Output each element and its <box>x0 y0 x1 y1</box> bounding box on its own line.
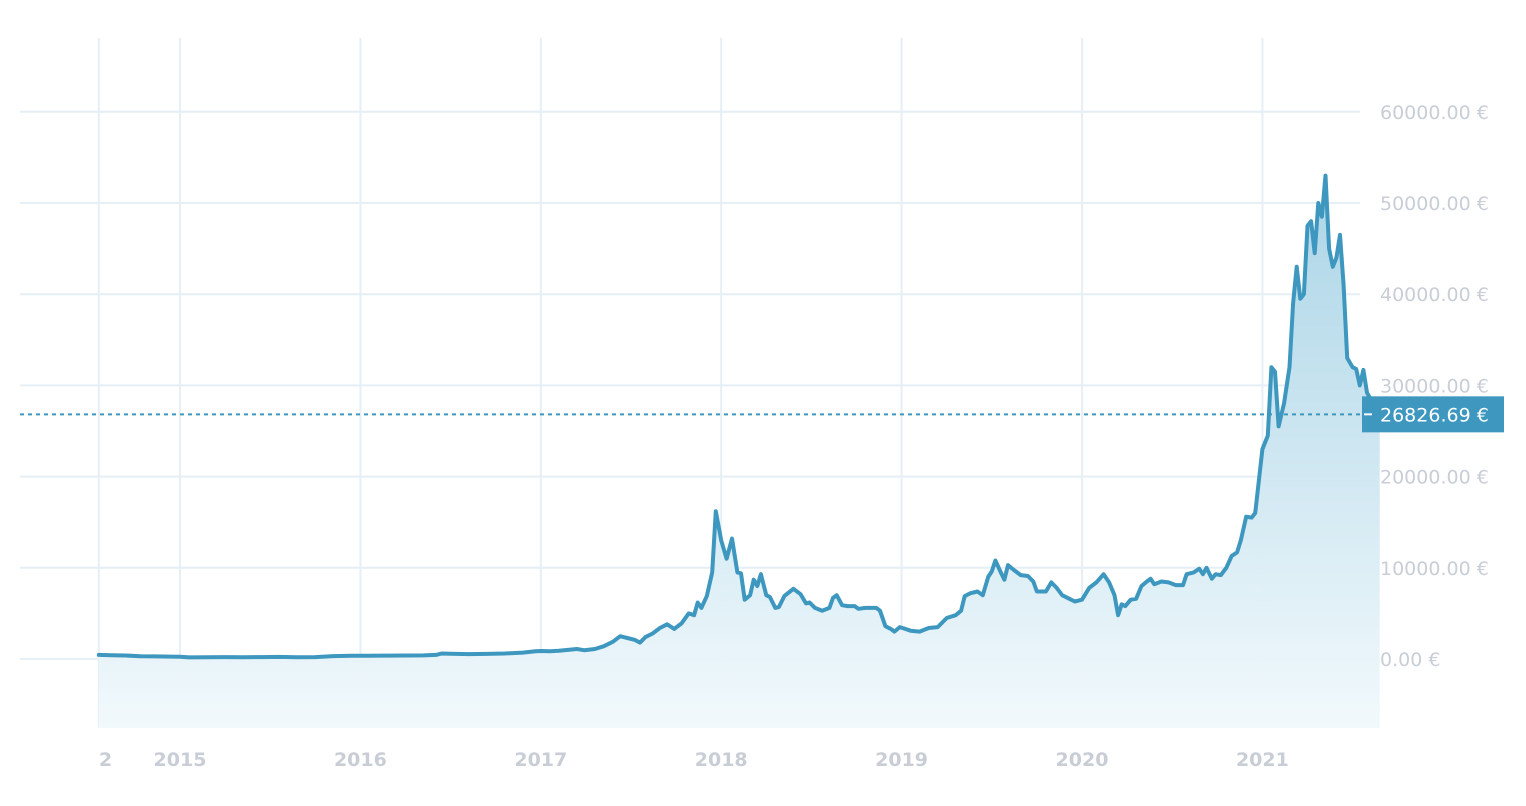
price-area-fill <box>98 175 1380 729</box>
current-price-label: 26826.69 € <box>1380 404 1489 426</box>
x-axis-labels: 2 2015 2016 2017 2018 2019 2020 2021 <box>99 749 1289 771</box>
y-tick-label: 50000.00 € <box>1380 193 1489 215</box>
x-tick-label: 2 <box>99 749 112 771</box>
x-tick-label: 2020 <box>1056 749 1109 771</box>
y-tick-label: 30000.00 € <box>1380 375 1489 397</box>
price-line[interactable] <box>96 173 1382 660</box>
x-tick-label: 2016 <box>334 749 387 771</box>
x-tick-label: 2019 <box>875 749 928 771</box>
y-axis-labels: 60000.00 € 50000.00 € 40000.00 € 30000.00 €… <box>1380 102 1489 671</box>
y-tick-label: 0.00 € <box>1380 649 1440 671</box>
y-tick-label: 10000.00 € <box>1380 558 1489 580</box>
x-tick-label: 2017 <box>514 749 567 771</box>
current-price-tag-background <box>1362 396 1504 433</box>
y-tick-label: 60000.00 € <box>1380 102 1489 124</box>
x-tick-label: 2015 <box>154 749 207 771</box>
current-price-tag: 26826.69 € <box>1362 396 1504 433</box>
x-tick-label: 2021 <box>1236 749 1289 771</box>
y-tick-label: 20000.00 € <box>1380 467 1489 489</box>
x-tick-label: 2018 <box>695 749 748 771</box>
y-tick-label: 40000.00 € <box>1380 284 1489 306</box>
